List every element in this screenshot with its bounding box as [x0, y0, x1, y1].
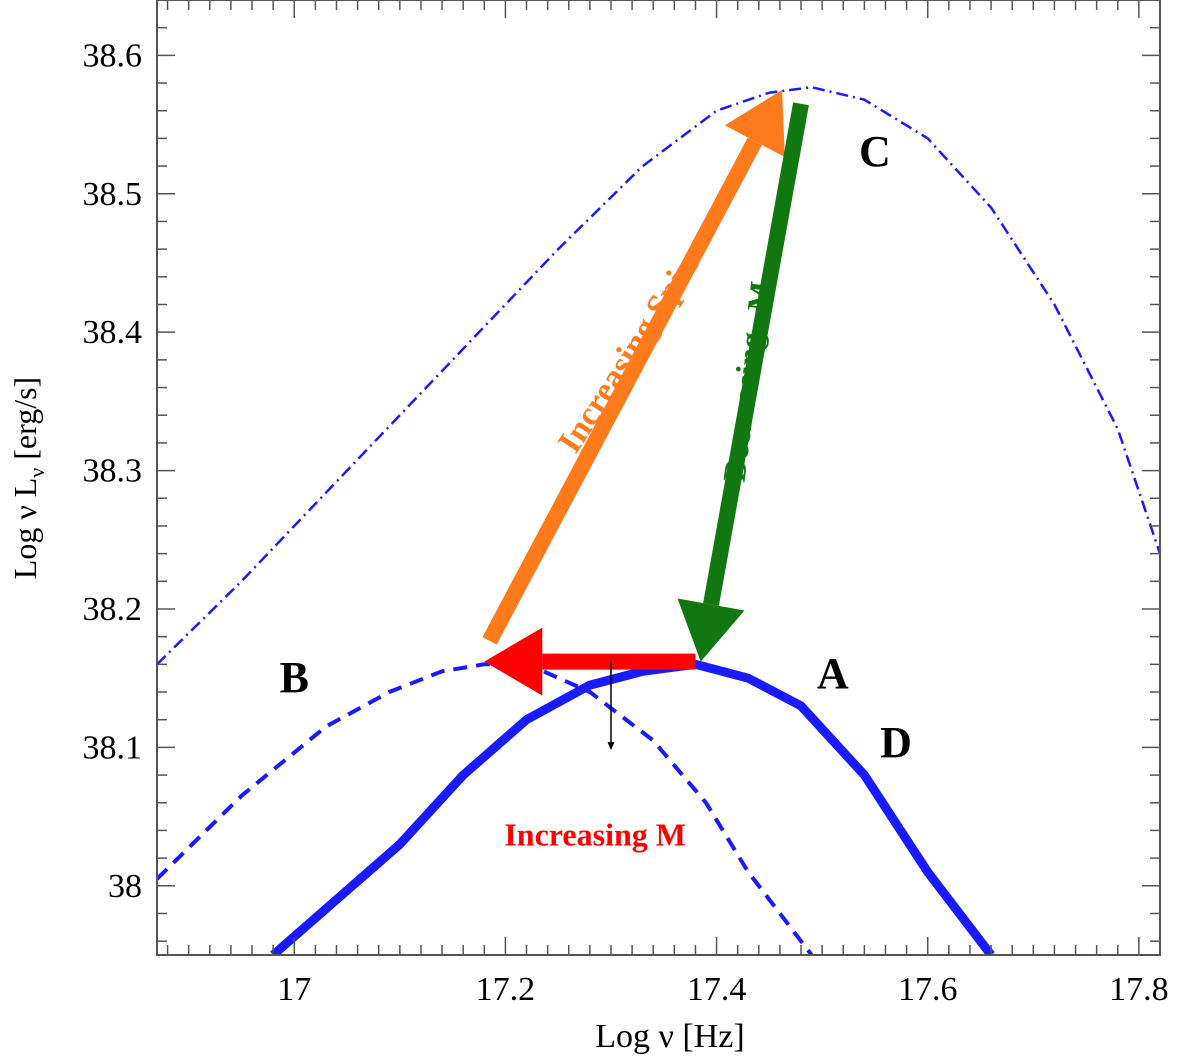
annotation-m: M	[740, 279, 779, 313]
x-tick-label: 17.8	[1109, 971, 1169, 1008]
x-tick-label: 17.6	[898, 971, 958, 1008]
y-axis-label-sub: ν	[24, 468, 49, 478]
annotation-d: D	[880, 718, 912, 767]
decreasing-mdot-arrow-head	[677, 598, 745, 662]
increasing-spin-arrow-head	[724, 89, 785, 158]
increasing-m-pointer-head	[607, 742, 615, 751]
x-tick-label: 17.2	[476, 971, 536, 1008]
curve-c	[157, 85, 1160, 666]
increasing-m-arrow	[484, 627, 696, 696]
annotation-b: B	[280, 653, 309, 702]
arrows	[482, 89, 809, 751]
x-axis-label: Log ν [Hz]	[595, 1018, 744, 1055]
y-axis-label-unit: [erg/s]	[7, 377, 43, 468]
curve-b	[157, 662, 814, 955]
x-tick-label: 17	[277, 971, 311, 1008]
plot-background	[157, 0, 1160, 955]
y-tick-label: 38.5	[83, 176, 143, 213]
y-tick-label: 38.3	[83, 453, 143, 490]
annotation-a: A	[817, 649, 849, 698]
annotation-c: C	[859, 127, 891, 176]
y-tick-label: 38.6	[83, 37, 143, 74]
curve-a	[270, 659, 995, 955]
y-tick-label: 38.2	[83, 591, 143, 628]
increasing-spin-arrow-shaft	[482, 137, 762, 645]
plot-frame	[156, 0, 1161, 956]
decreasing-mdot-arrow	[677, 102, 809, 662]
y-axis-label-main: Log ν L	[7, 478, 43, 580]
increasing-spin-arrow	[482, 89, 785, 645]
decreasing-mdot-arrow-shaft	[703, 102, 809, 606]
y-tick-label: 38	[108, 868, 142, 905]
annotation-increasing-m: Increasing M	[504, 817, 686, 853]
y-axis-label: Log ν Lν [erg/s]	[7, 377, 49, 579]
axis-ticks: 17 17.2 17.4 17.6 17.8 38 38.1 38.2 38.3 38.4 38.5…	[83, 0, 1169, 1008]
x-tick-label: 17.4	[687, 971, 747, 1008]
y-tick-label: 38.4	[83, 314, 143, 351]
increasing-m-pointer	[607, 661, 615, 751]
mdot-dot	[757, 307, 764, 314]
curves	[157, 85, 1160, 955]
increasing-m-arrow-head	[484, 627, 543, 696]
y-tick-label: 38.1	[83, 729, 143, 766]
